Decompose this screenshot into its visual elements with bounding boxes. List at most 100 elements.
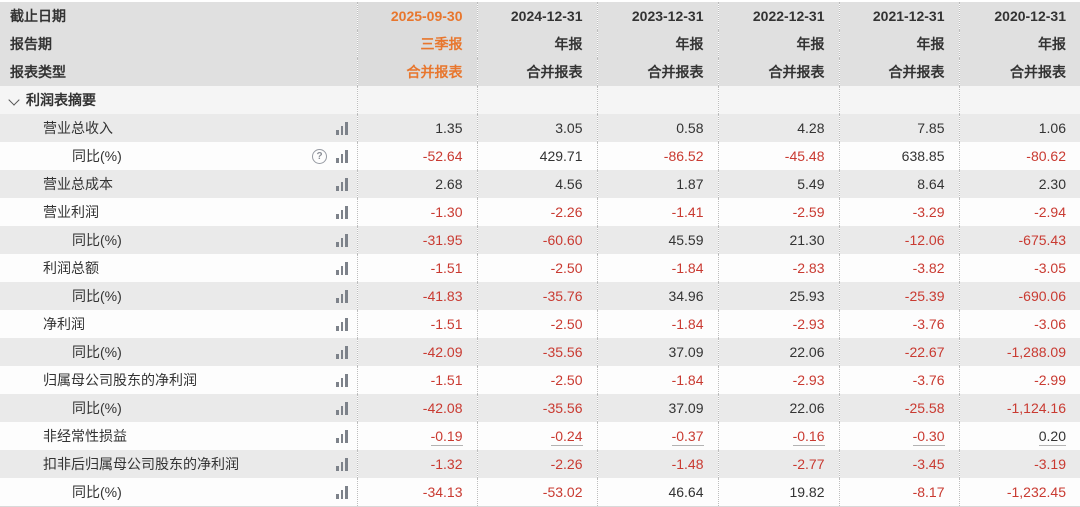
value-text: -3.19 (1034, 456, 1066, 472)
bar-chart-icon[interactable] (336, 261, 348, 275)
value-text: -2.26 (550, 456, 583, 472)
value-text: 19.82 (789, 484, 825, 500)
table-row: 非经常性损益 -0.19 -0.24 -0.37 -0.16 -0.30 0.20 (0, 422, 1080, 450)
metric-label-cell: 同比(%) (0, 478, 357, 507)
bar-chart-icon[interactable] (336, 233, 348, 247)
column-date: 2022-12-31 (717, 2, 839, 30)
bar-chart-icon[interactable] (336, 345, 348, 359)
bar (340, 377, 343, 387)
section-row-income-statement: 利润表摘要 (0, 86, 1080, 114)
bar-chart-icon[interactable] (336, 457, 348, 471)
value-cell: -2.59 (717, 198, 839, 226)
column-period: 年报 (717, 30, 839, 58)
metric-label: 同比(%) (72, 232, 122, 248)
value-text[interactable]: -0.19 (430, 428, 463, 446)
value-text: -2.77 (792, 456, 825, 472)
row-icons: ? (312, 148, 348, 164)
section-empty-cell (958, 86, 1080, 114)
metric-label-cell: 同比(%) (0, 226, 357, 254)
column-report-type: 合并报表 (596, 58, 718, 86)
value-cell: 429.71 (476, 142, 597, 170)
column-report-type: 合并报表 (717, 58, 839, 86)
value-text[interactable]: -0.16 (792, 428, 825, 446)
value-text: 21.30 (789, 232, 825, 248)
metric-label-cell: 非经常性损益 (0, 422, 357, 450)
value-cell: -52.64 (356, 142, 477, 170)
value-text: -690.06 (1018, 288, 1066, 304)
bar (336, 353, 339, 359)
column-period: 年报 (476, 30, 597, 58)
metric-label: 非经常性损益 (43, 428, 127, 444)
bar-chart-icon[interactable] (336, 205, 348, 219)
value-text: 1.06 (1038, 120, 1066, 136)
value-text: 1.87 (676, 176, 704, 192)
row-icons (336, 233, 348, 247)
bar-chart-icon[interactable] (336, 373, 348, 387)
bar-chart-icon[interactable] (336, 485, 348, 499)
value-cell: -3.76 (838, 310, 959, 338)
bar-chart-icon[interactable] (336, 429, 348, 443)
value-text: -2.50 (550, 260, 583, 276)
metric-label-wrap: 同比(%) (0, 338, 357, 366)
value-text[interactable]: -0.24 (550, 428, 583, 446)
bar-chart-icon[interactable] (336, 289, 348, 303)
value-cell: -1.84 (596, 366, 718, 394)
value-text: -1.32 (430, 456, 463, 472)
value-text: -45.48 (784, 148, 825, 164)
table-row: 同比(%) -41.83 -35.76 34.96 25.93 -25.39 -690.06 (0, 282, 1080, 310)
section-toggle[interactable]: 利润表摘要 (0, 90, 357, 110)
metric-label: 营业总成本 (43, 176, 113, 192)
header-row-label: 截止日期 (0, 2, 357, 30)
value-cell: 1.35 (356, 114, 477, 142)
bar (345, 373, 348, 387)
value-cell: -1.51 (356, 310, 477, 338)
metric-label-cell: 营业总成本 (0, 170, 357, 198)
help-icon[interactable]: ? (312, 148, 327, 164)
bar (340, 237, 343, 247)
bar-chart-icon[interactable] (336, 177, 348, 191)
section-header-cell[interactable]: 利润表摘要 (0, 86, 357, 114)
value-text: -3.06 (1034, 316, 1066, 332)
bar (340, 321, 343, 331)
bar-chart-icon[interactable] (336, 317, 348, 331)
metric-label-cell: 扣非后归属母公司股东的净利润 (0, 450, 357, 478)
bar (340, 293, 343, 303)
value-text: -2.50 (550, 372, 583, 388)
bar (336, 493, 339, 499)
value-cell: -2.94 (958, 198, 1080, 226)
value-cell: -3.45 (838, 450, 959, 478)
row-icons (336, 289, 348, 303)
value-cell: 2.30 (958, 170, 1080, 198)
column-report-type: 合并报表 (476, 58, 597, 86)
table-row: 利润总额 -1.51 -2.50 -1.84 -2.83 -3.82 -3.05 (0, 254, 1080, 282)
bar-chart-icon[interactable] (336, 401, 348, 415)
bar-chart-icon[interactable] (336, 149, 348, 163)
row-icons (336, 317, 348, 331)
value-text[interactable]: -0.37 (671, 428, 704, 446)
value-text: -3.76 (912, 372, 945, 388)
value-text[interactable]: 0.20 (1038, 428, 1066, 446)
value-cell: -1.48 (596, 450, 718, 478)
value-cell: 37.09 (596, 338, 718, 366)
value-cell: -3.06 (958, 310, 1080, 338)
header-row-label: 报告期 (0, 30, 357, 58)
bar (336, 297, 339, 303)
value-cell: -45.48 (717, 142, 839, 170)
bar-chart-icon[interactable] (336, 121, 348, 135)
row-icons (336, 177, 348, 191)
value-cell: 37.09 (596, 394, 718, 422)
value-cell: 1.06 (958, 114, 1080, 142)
table-row: 同比(%) -31.95 -60.60 45.59 21.30 -12.06 -675.43 (0, 226, 1080, 254)
value-cell: -34.13 (356, 478, 477, 507)
row-icons (336, 429, 348, 443)
value-text: -2.93 (792, 372, 825, 388)
value-text[interactable]: -0.30 (912, 428, 945, 446)
column-period: 年报 (958, 30, 1080, 58)
value-cell: -0.30 (838, 422, 959, 450)
value-text: -42.09 (422, 344, 463, 360)
bar (345, 401, 348, 415)
value-text: -1.30 (430, 204, 463, 220)
value-cell: -0.37 (596, 422, 718, 450)
value-text: 4.56 (555, 176, 583, 192)
